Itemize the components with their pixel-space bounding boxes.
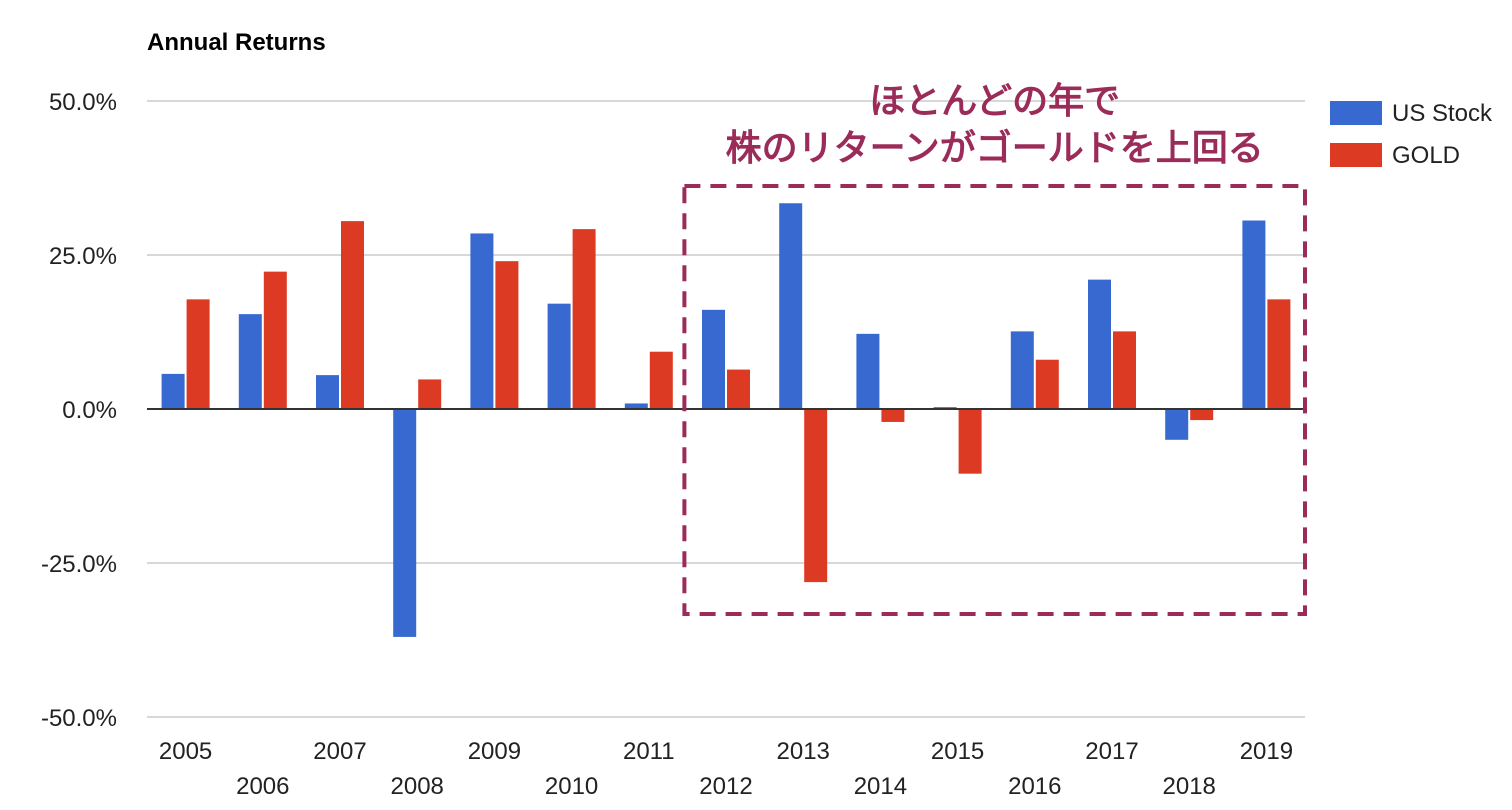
chart-title: Annual Returns bbox=[147, 29, 326, 56]
bar-us-stock-2009 bbox=[470, 233, 494, 409]
bar-us-stock-2017 bbox=[1088, 279, 1111, 409]
bar-us-stock-2010 bbox=[547, 303, 571, 409]
x-tick-label-2018: 2018 bbox=[1163, 773, 1216, 800]
x-tick-label-2017: 2017 bbox=[1085, 738, 1138, 765]
bar-gold-2012 bbox=[727, 369, 750, 409]
bar-gold-2010 bbox=[572, 229, 596, 409]
bar-us-stock-2018 bbox=[1165, 409, 1189, 440]
bar-gold-2015 bbox=[958, 409, 982, 474]
y-axis-ticks: 50.0% 25.0% 0.0% -25.0% -50.0% bbox=[41, 89, 117, 732]
annotation: ほとんどの年で 株のリターンがゴールドを上回る bbox=[682, 81, 1307, 616]
x-tick-label-2007: 2007 bbox=[313, 738, 366, 765]
annotation-line-1: ほとんどの年で bbox=[869, 81, 1120, 122]
legend: US Stock GOLD bbox=[1330, 100, 1493, 169]
bar-gold-2006 bbox=[263, 271, 287, 409]
bar-us-stock-2012 bbox=[702, 309, 725, 409]
x-tick-label-2008: 2008 bbox=[391, 773, 444, 800]
bar-gold-2011 bbox=[649, 351, 673, 409]
x-tick-label-2006: 2006 bbox=[236, 773, 289, 800]
legend-label-us-stock: US Stock bbox=[1392, 100, 1493, 127]
x-tick-label-2009: 2009 bbox=[468, 738, 521, 765]
x-tick-label-2012: 2012 bbox=[699, 773, 752, 800]
bar-us-stock-2019 bbox=[1242, 220, 1266, 409]
x-tick-label-2015: 2015 bbox=[931, 738, 984, 765]
y-tick-label: -25.0% bbox=[41, 551, 117, 578]
x-tick-label-2013: 2013 bbox=[777, 738, 830, 765]
bar-us-stock-2014 bbox=[856, 333, 880, 409]
x-axis-ticks: 2005 2006 2007 2008 2009 2010 2011 2012 2013 2014… bbox=[159, 738, 1293, 800]
bar-gold-2017 bbox=[1113, 331, 1136, 409]
bar-us-stock-2016 bbox=[1010, 331, 1034, 409]
x-tick-label-2011: 2011 bbox=[623, 738, 675, 765]
bar-gold-2016 bbox=[1035, 359, 1059, 409]
legend-swatch-gold bbox=[1330, 143, 1382, 167]
bar-gold-2009 bbox=[495, 261, 519, 409]
bars bbox=[161, 203, 1291, 637]
x-tick-label-2010: 2010 bbox=[545, 773, 598, 800]
bar-us-stock-2007 bbox=[316, 375, 339, 409]
bar-gold-2014 bbox=[881, 409, 905, 422]
x-tick-label-2019: 2019 bbox=[1240, 738, 1293, 765]
bar-gold-2013 bbox=[804, 409, 828, 583]
bar-us-stock-2008 bbox=[393, 409, 417, 637]
y-tick-label: 0.0% bbox=[62, 397, 117, 424]
y-tick-label: -50.0% bbox=[41, 705, 117, 732]
annotation-line-2: 株のリターンがゴールドを上回る bbox=[726, 127, 1264, 169]
gridlines bbox=[147, 100, 1305, 718]
x-tick-label-2016: 2016 bbox=[1008, 773, 1061, 800]
x-tick-label-2014: 2014 bbox=[854, 773, 907, 800]
y-tick-label: 50.0% bbox=[49, 89, 117, 116]
bar-us-stock-2005 bbox=[161, 373, 185, 409]
bar-gold-2005 bbox=[186, 299, 210, 409]
bar-us-stock-2006 bbox=[238, 314, 262, 409]
y-tick-label: 25.0% bbox=[49, 243, 117, 270]
annotation-dashed-box bbox=[682, 184, 1307, 616]
bar-gold-2019 bbox=[1267, 299, 1291, 409]
bar-us-stock-2011 bbox=[624, 403, 648, 409]
bar-gold-2018 bbox=[1190, 409, 1214, 421]
legend-label-gold: GOLD bbox=[1392, 142, 1460, 169]
bar-gold-2007 bbox=[341, 221, 364, 409]
bar-us-stock-2013 bbox=[779, 203, 803, 409]
x-tick-label-2005: 2005 bbox=[159, 738, 212, 765]
legend-swatch-us-stock bbox=[1330, 101, 1382, 125]
bar-gold-2008 bbox=[418, 379, 442, 409]
